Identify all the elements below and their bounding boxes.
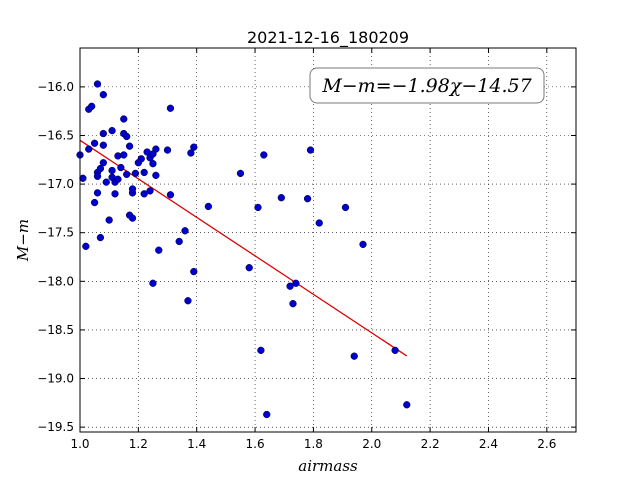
data-point: [123, 132, 131, 141]
data-point: [257, 346, 265, 354]
data-point: [99, 91, 107, 99]
y-tick-label: −19.5: [37, 420, 74, 434]
data-point: [99, 159, 107, 167]
y-tick-label: −19.0: [37, 372, 74, 386]
data-point: [292, 279, 300, 287]
x-tick-label: 1.8: [304, 437, 323, 451]
data-point: [391, 346, 399, 354]
data-point: [149, 279, 157, 287]
data-point: [306, 146, 315, 154]
plot-frame: [79, 47, 577, 433]
data-point: [315, 219, 323, 227]
data-point: [93, 172, 102, 180]
y-tick-label: −17.5: [37, 226, 74, 240]
data-point: [190, 267, 198, 276]
data-point: [204, 202, 213, 211]
data-point: [163, 146, 172, 154]
data-point: [137, 155, 145, 163]
data-point: [105, 216, 113, 224]
y-tick-label: −17.0: [37, 177, 74, 191]
annotation-box: [309, 67, 545, 104]
data-point: [125, 142, 134, 150]
x-axis-label: airmass: [298, 457, 358, 475]
data-point: [120, 151, 128, 159]
data-point: [90, 198, 99, 207]
x-tick-label: 2.2: [421, 437, 440, 451]
data-point: [152, 145, 160, 153]
data-point: [350, 352, 358, 360]
data-point: [146, 187, 154, 195]
data-point: [128, 185, 137, 193]
data-point: [102, 178, 110, 186]
chart-title: 2021-12-16_180209: [247, 28, 409, 48]
data-point: [166, 191, 175, 199]
data-point: [93, 189, 102, 197]
y-tick-label: −16.0: [37, 80, 74, 94]
data-point: [108, 126, 116, 135]
data-point: [359, 240, 367, 249]
data-point: [187, 149, 195, 157]
data-point: [131, 169, 140, 178]
data-point: [140, 190, 148, 198]
x-tick-label: 2.6: [537, 437, 556, 451]
data-point: [82, 242, 90, 250]
grid: [79, 48, 576, 432]
data-point: [403, 401, 411, 409]
y-tick-label: −18.0: [37, 274, 74, 288]
points-group: [76, 80, 411, 419]
data-point: [236, 169, 245, 178]
data-point: [123, 170, 131, 179]
data-point: [303, 195, 312, 203]
data-point: [88, 102, 96, 110]
data-point: [254, 203, 262, 212]
data-point: [96, 164, 105, 173]
data-point: [90, 139, 99, 147]
data-point: [260, 151, 268, 159]
plot-area: [80, 48, 576, 432]
data-point: [120, 115, 128, 123]
data-point: [128, 214, 137, 222]
data-point: [184, 297, 192, 305]
x-tick-label: 1.6: [246, 437, 265, 451]
data-point: [245, 264, 253, 272]
data-point: [93, 80, 102, 88]
data-point: [99, 129, 107, 138]
data-point: [155, 246, 163, 254]
data-point: [181, 227, 189, 235]
data-point: [140, 168, 148, 177]
data-point: [341, 203, 350, 212]
data-point: [152, 171, 160, 180]
data-point: [99, 141, 107, 149]
x-tick-label: 1.0: [70, 437, 89, 451]
data-point: [79, 174, 87, 182]
ticks: 1.0 1.2 1.4 1.6 1.8 2.0 2.2 2.4 2.6 −16.0 −16.5 −17…: [37, 48, 576, 451]
x-tick-label: 1.2: [129, 437, 148, 451]
x-tick-label: 2.4: [479, 437, 498, 451]
data-point: [286, 282, 294, 290]
y-axis-label: M−m: [14, 219, 32, 262]
x-tick-label: 2.0: [362, 437, 381, 451]
data-point: [277, 194, 285, 202]
data-point: [85, 145, 93, 153]
data-point: [117, 163, 125, 172]
x-tick-label: 1.4: [187, 437, 206, 451]
data-point: [263, 410, 271, 419]
y-tick-label: −18.5: [37, 323, 74, 337]
fit-equation: M−m=−1.98χ−14.57: [321, 75, 532, 97]
data-point: [175, 237, 183, 246]
data-point: [108, 166, 116, 175]
data-point: [96, 233, 105, 242]
data-point: [289, 300, 297, 308]
data-point: [114, 175, 122, 183]
data-point: [190, 143, 198, 151]
data-point: [166, 104, 175, 112]
data-point: [149, 160, 157, 168]
y-tick-label: −16.5: [37, 128, 74, 142]
data-point: [111, 190, 119, 198]
